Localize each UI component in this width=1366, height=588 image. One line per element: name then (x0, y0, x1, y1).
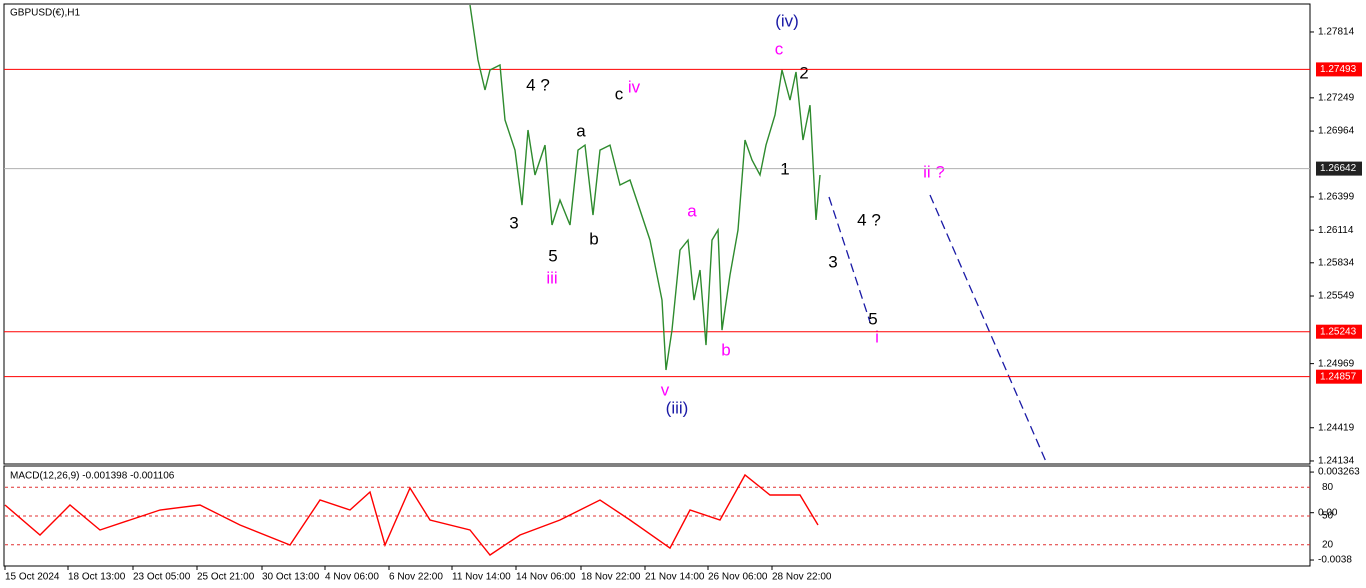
y-tick-label: 0.003263 (1318, 467, 1360, 478)
x-tick-label: 14 Nov 06:00 (516, 572, 576, 583)
y-tick-label: 1.24134 (1318, 456, 1355, 467)
y-tick-label: 1.24969 (1318, 358, 1355, 369)
wave-label: b (589, 229, 598, 248)
y-tick-label: 1.25549 (1318, 291, 1355, 302)
x-tick-label: 28 Nov 22:00 (772, 572, 832, 583)
wave-label: (iii) (666, 398, 689, 417)
wave-label: 4 ? (526, 75, 550, 94)
y-tick-label: 1.27814 (1318, 27, 1355, 38)
y-tick-label: 0.00 (1318, 507, 1338, 518)
y-tick-label: 1.26964 (1318, 126, 1355, 137)
wave-label: (iv) (775, 11, 799, 30)
x-tick-label: 25 Oct 21:00 (197, 572, 255, 583)
level-label: 1.25243 (1320, 326, 1357, 337)
wave-label: c (775, 39, 784, 58)
x-tick-label: 23 Oct 05:00 (133, 572, 191, 583)
wave-label: ii ? (923, 162, 945, 181)
y-tick-label: 1.26114 (1318, 225, 1354, 236)
level-label: 1.27493 (1320, 64, 1357, 75)
chart-title: GBPUSD(€),H1 (10, 8, 80, 19)
current-price-box (1316, 161, 1362, 176)
wave-label: iv (628, 77, 641, 96)
level-label-box (1316, 324, 1362, 339)
y-tick-label: 1.25834 (1318, 257, 1355, 268)
price-line (4, 473, 819, 556)
x-tick-label: 26 Nov 06:00 (708, 572, 768, 583)
y2-tick-label: 20 (1322, 539, 1334, 550)
level-label-box (1316, 62, 1362, 77)
x-tick-label: 30 Oct 13:00 (262, 572, 320, 583)
wave-label: v (661, 380, 670, 399)
price-line (469, 4, 821, 371)
x-tick-label: 15 Oct 2024 (5, 572, 60, 583)
current-price-label: 1.26642 (1320, 163, 1357, 174)
level-label: 1.24857 (1320, 371, 1357, 382)
x-tick-label: 18 Nov 22:00 (581, 572, 641, 583)
wave-label: i (875, 327, 879, 346)
x-tick-label: 11 Nov 14:00 (452, 572, 511, 583)
y-tick-label: 1.26399 (1318, 192, 1355, 203)
y2-tick-label: 80 (1322, 482, 1334, 493)
wave-label: a (687, 201, 697, 220)
wave-labels: (iv) c 2 4 ? c iv a 1 ii ? a 4 ? 3 b 5 3… (509, 11, 945, 417)
y2-tick-label: 50 (1322, 511, 1334, 522)
wave-label: 2 (799, 63, 808, 82)
x-tick-label: 6 Nov 22:00 (389, 572, 443, 583)
level-label-box (1316, 369, 1362, 384)
projection-line (828, 196, 871, 323)
wave-label: 3 (509, 213, 518, 232)
wave-label: b (721, 340, 730, 359)
x-tick-label: 4 Nov 06:00 (325, 572, 379, 583)
x-tick-label: 21 Nov 14:00 (645, 572, 705, 583)
projection-line (929, 194, 1048, 465)
wave-label: 5 (868, 309, 877, 328)
x-tick-label: 18 Oct 13:00 (68, 572, 126, 583)
wave-label: 4 ? (857, 210, 881, 229)
y-tick-label: 1.24419 (1318, 422, 1355, 433)
wave-label: c (615, 84, 624, 103)
y-tick-label: 1.27249 (1318, 92, 1355, 103)
wave-label: iii (546, 268, 557, 287)
y-tick-label: -0.0038 (1318, 555, 1352, 566)
macd-title: MACD(12,26,9) -0.001398 -0.001106 (10, 471, 175, 482)
wave-label: 3 (828, 252, 837, 271)
wave-label: 5 (548, 246, 557, 265)
price-panel (3, 3, 1311, 465)
wave-label: a (576, 121, 586, 140)
